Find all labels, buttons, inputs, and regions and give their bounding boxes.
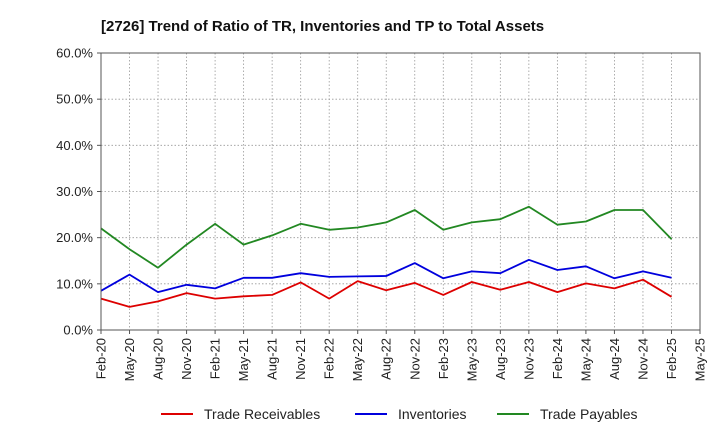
legend: Trade Receivables Inventories Trade Payabl…	[161, 406, 638, 422]
x-tick-label: May-21	[236, 338, 251, 381]
plot-frame	[100, 52, 701, 331]
x-tick-label: Nov-23	[521, 338, 536, 380]
y-axis-ticks: 0.0% 10.0% 20.0% 30.0% 40.0% 50.0% 60.0%	[56, 46, 101, 338]
x-axis-ticks: Feb-20 May-20 Aug-20 Nov-20 Feb-21 May-21 Aug-…	[94, 330, 708, 381]
x-tick-label: Nov-22	[407, 338, 422, 380]
x-tick-label: Aug-20	[151, 338, 166, 380]
y-tick-label: 60.0%	[56, 46, 93, 61]
x-tick-label: Aug-21	[265, 338, 280, 380]
x-tick-label: May-24	[578, 338, 593, 381]
x-tick-label: Feb-21	[208, 338, 223, 379]
x-tick-label: May-23	[464, 338, 479, 381]
y-tick-label: 0.0%	[63, 323, 93, 338]
legend-label: Trade Receivables	[204, 406, 320, 422]
x-tick-label: Feb-24	[550, 338, 565, 379]
x-tick-label: Feb-23	[436, 338, 451, 379]
x-tick-label: Aug-22	[379, 338, 394, 380]
x-tick-label: Feb-22	[322, 338, 337, 379]
y-tick-label: 20.0%	[56, 230, 93, 245]
legend-label: Trade Payables	[540, 406, 638, 422]
y-tick-label: 10.0%	[56, 276, 93, 291]
legend-label: Inventories	[398, 406, 466, 422]
x-tick-label: Aug-24	[607, 338, 622, 380]
chart-title: [2726] Trend of Ratio of TR, Inventories…	[101, 18, 544, 35]
x-tick-label: Nov-21	[293, 338, 308, 380]
x-tick-label: May-22	[350, 338, 365, 381]
x-tick-label: Nov-20	[179, 338, 194, 380]
x-tick-label: Aug-23	[493, 338, 508, 380]
series-line-trade-payables	[100, 205, 673, 269]
x-tick-label: Feb-25	[664, 338, 679, 379]
x-tick-label: Feb-20	[94, 338, 109, 379]
series-line-inventories	[100, 258, 672, 294]
series-lines	[100, 205, 673, 308]
y-tick-label: 40.0%	[56, 138, 93, 153]
x-tick-label: May-25	[693, 338, 708, 381]
series-line-trade-receivables	[100, 278, 672, 308]
x-tick-label: May-20	[122, 338, 137, 381]
y-tick-label: 30.0%	[56, 184, 93, 199]
grid	[100, 52, 701, 331]
x-tick-label: Nov-24	[635, 338, 650, 380]
y-tick-label: 50.0%	[56, 92, 93, 107]
